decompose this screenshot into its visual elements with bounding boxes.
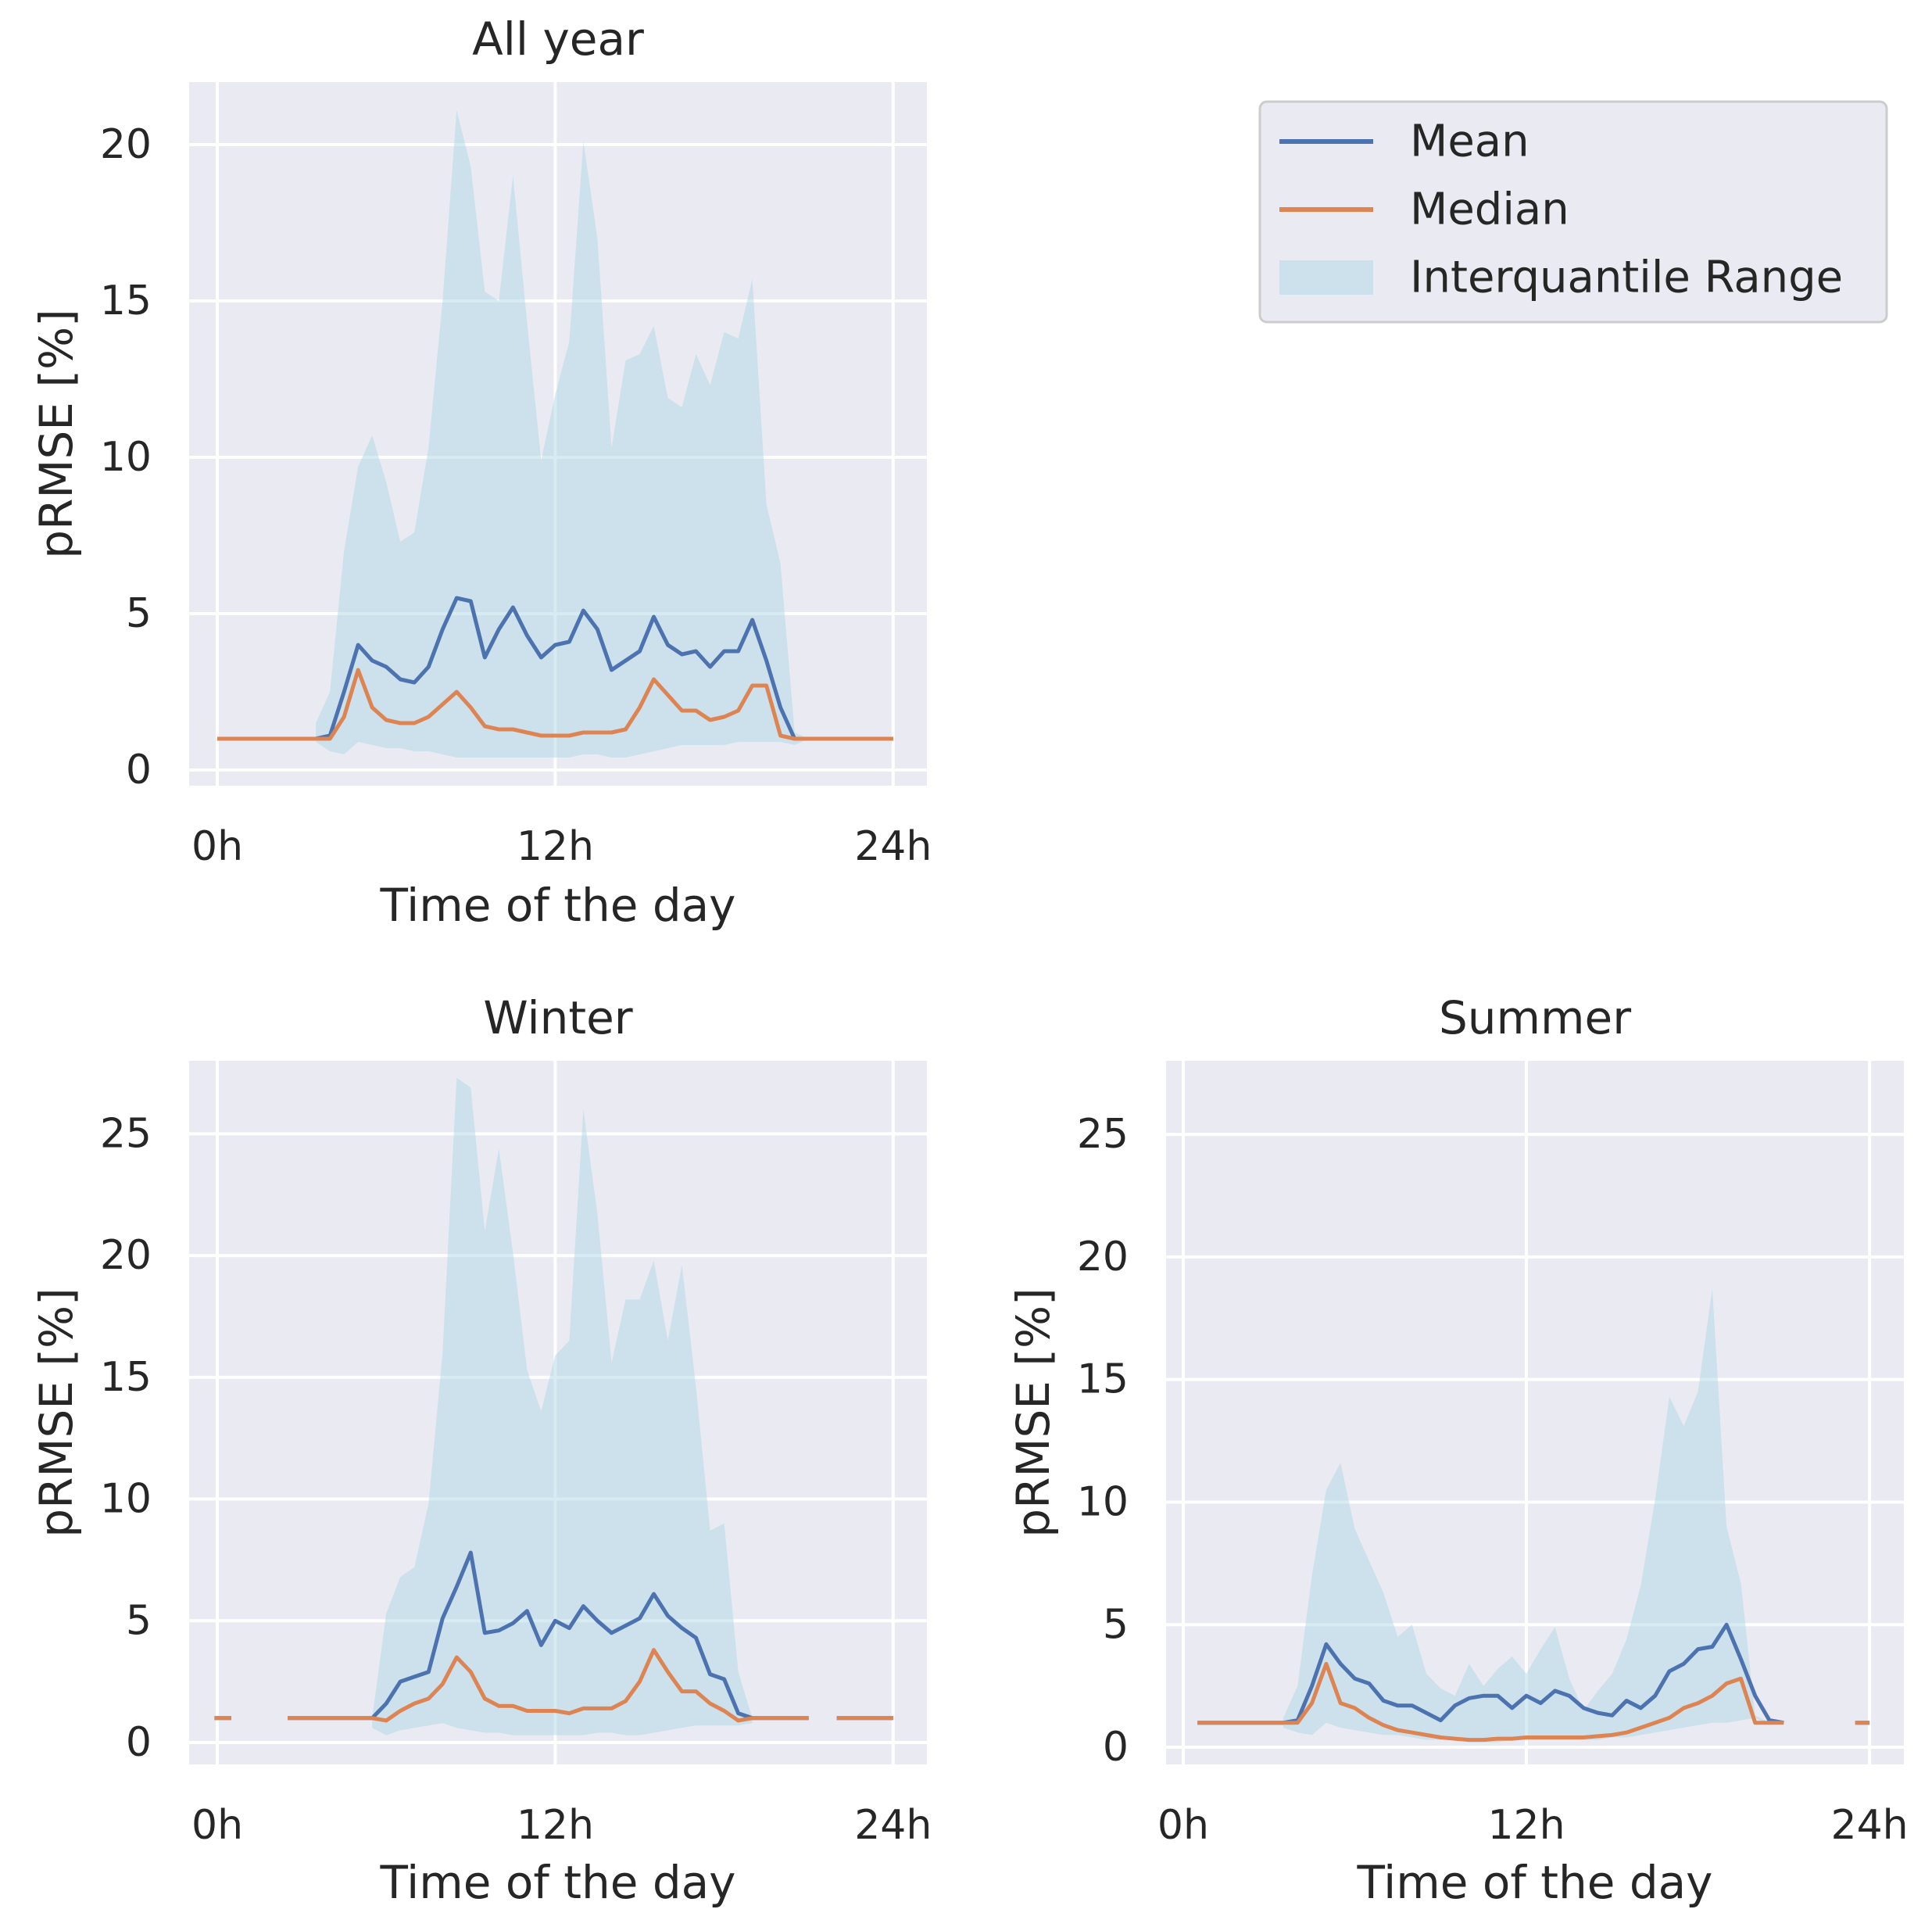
panel-winter: 0 5 10 15 20 25 0h 12h 24h Winter Time of the day p… <box>30 991 932 1909</box>
interquantile-range-band <box>1283 1288 1784 1743</box>
x-tick-label: 0h <box>191 1802 243 1849</box>
y-tick-label: 25 <box>100 1110 152 1157</box>
chart-title: Winter <box>483 991 632 1044</box>
interquantile-range-band <box>316 110 809 758</box>
y-tick-label: 10 <box>1077 1478 1129 1525</box>
x-tick-label: 12h <box>517 1802 594 1849</box>
y-tick-label: 0 <box>126 747 152 793</box>
y-tick-label: 5 <box>126 590 152 637</box>
y-tick-label: 15 <box>100 278 152 324</box>
median-line <box>288 1648 809 1723</box>
mean-line <box>1197 1622 1784 1725</box>
y-tick-label: 0 <box>126 1719 152 1766</box>
y-tick-label: 5 <box>126 1597 152 1644</box>
x-axis-label: Time of the day <box>1356 1856 1712 1909</box>
x-tick-label: 24h <box>854 1802 932 1849</box>
x-tick-label: 24h <box>1831 1802 1909 1849</box>
plot-area <box>1166 1061 1904 1764</box>
x-axis-label: Time of the day <box>379 879 735 932</box>
y-axis-label: pRMSE [%] <box>1007 1288 1060 1537</box>
median-line <box>217 668 893 741</box>
chart-title: Summer <box>1439 991 1631 1044</box>
x-axis-label: Time of the day <box>379 1856 735 1909</box>
y-tick-label: 20 <box>1077 1234 1129 1280</box>
y-axis-label: pRMSE [%] <box>30 1288 83 1537</box>
legend-frame <box>1258 100 1888 324</box>
y-tick-label: 15 <box>100 1354 152 1401</box>
legend-label-median: Median <box>1410 184 1569 235</box>
y-tick-label: 5 <box>1103 1601 1129 1648</box>
median-line <box>1197 1661 1784 1743</box>
interquantile-range-band <box>372 1077 753 1735</box>
y-tick-label: 20 <box>100 121 152 168</box>
y-tick-label: 15 <box>1077 1356 1129 1403</box>
legend-swatch-interquantile-range <box>1279 260 1373 295</box>
y-tick-label: 10 <box>100 1476 152 1523</box>
mean-line <box>288 1550 809 1721</box>
x-tick-label: 12h <box>517 823 594 870</box>
x-tick-label: 12h <box>1487 1802 1565 1849</box>
y-tick-label: 0 <box>1103 1724 1129 1771</box>
legend: Mean Median Interquantile Range <box>1258 100 1888 324</box>
y-axis-label: pRMSE [%] <box>30 309 83 558</box>
legend-label-interquantile-range: Interquantile Range <box>1410 253 1843 303</box>
panel-all-year: 0 5 10 15 20 0h 12h 24h All year Time of the day p… <box>30 13 932 932</box>
chart-title: All year <box>472 13 644 66</box>
y-tick-label: 20 <box>100 1232 152 1279</box>
y-tick-label: 10 <box>100 434 152 481</box>
panel-summer: 0 5 10 15 20 25 0h 12h 24h Summer Time of the day p… <box>1007 991 1909 1909</box>
x-tick-label: 0h <box>191 823 243 870</box>
legend-label-mean: Mean <box>1410 116 1530 167</box>
x-tick-label: 24h <box>854 823 932 870</box>
x-tick-label: 0h <box>1157 1802 1209 1849</box>
y-tick-label: 25 <box>1077 1111 1129 1158</box>
